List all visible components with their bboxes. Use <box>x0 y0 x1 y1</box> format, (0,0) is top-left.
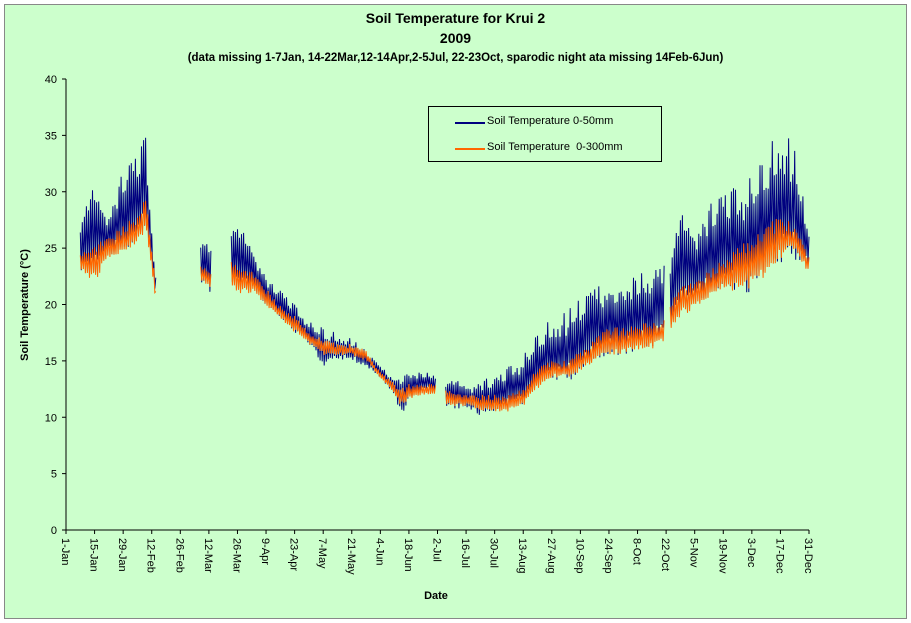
x-tick-label: 31-Dec <box>802 538 814 574</box>
series-line-segment <box>230 229 436 411</box>
legend-label-0-50mm: Soil Temperature 0-50mm <box>487 115 614 127</box>
series-line-segment <box>445 265 665 415</box>
y-tick-label: 20 <box>45 300 57 312</box>
x-tick-label: 16-Jul <box>459 538 471 568</box>
x-tick-label: 3-Dec <box>745 538 757 568</box>
x-axis-title: Date <box>424 590 448 602</box>
y-tick-label: 30 <box>45 187 57 199</box>
y-tick-label: 15 <box>45 356 57 368</box>
legend-item-0-50mm: Soil Temperature 0-50mm <box>429 113 659 133</box>
x-tick-label: 30-Jul <box>488 538 500 568</box>
chart-title: Soil Temperature for Krui 2 <box>365 10 546 26</box>
series-line-segment <box>230 261 436 404</box>
x-tick-label: 17-Dec <box>773 538 785 574</box>
x-tick-label: 15-Jan <box>88 538 100 572</box>
x-tick-label: 21-May <box>345 538 357 575</box>
series-line-segment <box>200 266 212 287</box>
x-tick-label: 9-Apr <box>259 538 271 565</box>
legend-label-0-300mm: Soil Temperature 0-300mm <box>487 141 623 153</box>
x-tick-label: 12-Mar <box>202 538 214 573</box>
series-line-segment <box>669 138 810 325</box>
x-tick-label: 8-Oct <box>631 538 643 565</box>
x-tick-label: 23-Apr <box>288 538 300 571</box>
legend-swatch-0-300mm <box>455 148 485 150</box>
legend-item-0-300mm: Soil Temperature 0-300mm <box>429 139 659 159</box>
x-tick-label: 7-May <box>316 538 328 569</box>
series-line-segment <box>79 200 157 295</box>
x-tick-label: 2-Jul <box>431 538 443 562</box>
x-tick-label: 13-Aug <box>516 538 528 573</box>
x-tick-label: 29-Jan <box>116 538 128 572</box>
y-axis-title: Soil Temperature (°C) <box>19 249 31 361</box>
x-tick-label: 1-Jan <box>59 538 71 566</box>
x-tick-label: 10-Sep <box>573 538 585 573</box>
legend-swatch-0-50mm <box>455 122 485 124</box>
series-line-segment <box>445 320 665 412</box>
x-tick-label: 12-Feb <box>145 538 157 573</box>
x-tick-label: 24-Sep <box>602 538 614 573</box>
y-tick-label: 10 <box>45 412 57 424</box>
y-tick-label: 5 <box>51 469 57 481</box>
x-tick-label: 19-Nov <box>716 538 728 574</box>
x-tick-label: 5-Nov <box>688 538 700 568</box>
series-0 <box>79 137 810 415</box>
series-1 <box>79 200 810 412</box>
chart-subtitle: 2009 <box>439 30 472 46</box>
axes-layer: 0 5 10 15 20 25 30 35 40 1-Jan 15-Jan 29-Jan 12-Feb 2… <box>45 74 814 575</box>
x-tick-label: 22-Oct <box>659 538 671 571</box>
y-tick-label: 25 <box>45 243 57 255</box>
x-tick-label: 26-Feb <box>173 538 185 573</box>
y-tick-label: 35 <box>45 130 57 142</box>
y-tick-label: 40 <box>45 74 57 86</box>
x-tick-label: 18-Jun <box>402 538 414 572</box>
y-tick-label: 0 <box>51 525 57 537</box>
series-layer <box>79 137 810 415</box>
series-line-segment <box>669 218 810 328</box>
chart-note: (data missing 1-7Jan, 14-22Mar,12-14Apr,… <box>187 52 724 64</box>
x-tick-label: 27-Aug <box>545 538 557 573</box>
x-tick-label: 26-Mar <box>230 538 242 573</box>
legend: Soil Temperature 0-50mm Soil Temperature… <box>428 106 662 162</box>
x-tick-label: 4-Jun <box>373 538 385 566</box>
